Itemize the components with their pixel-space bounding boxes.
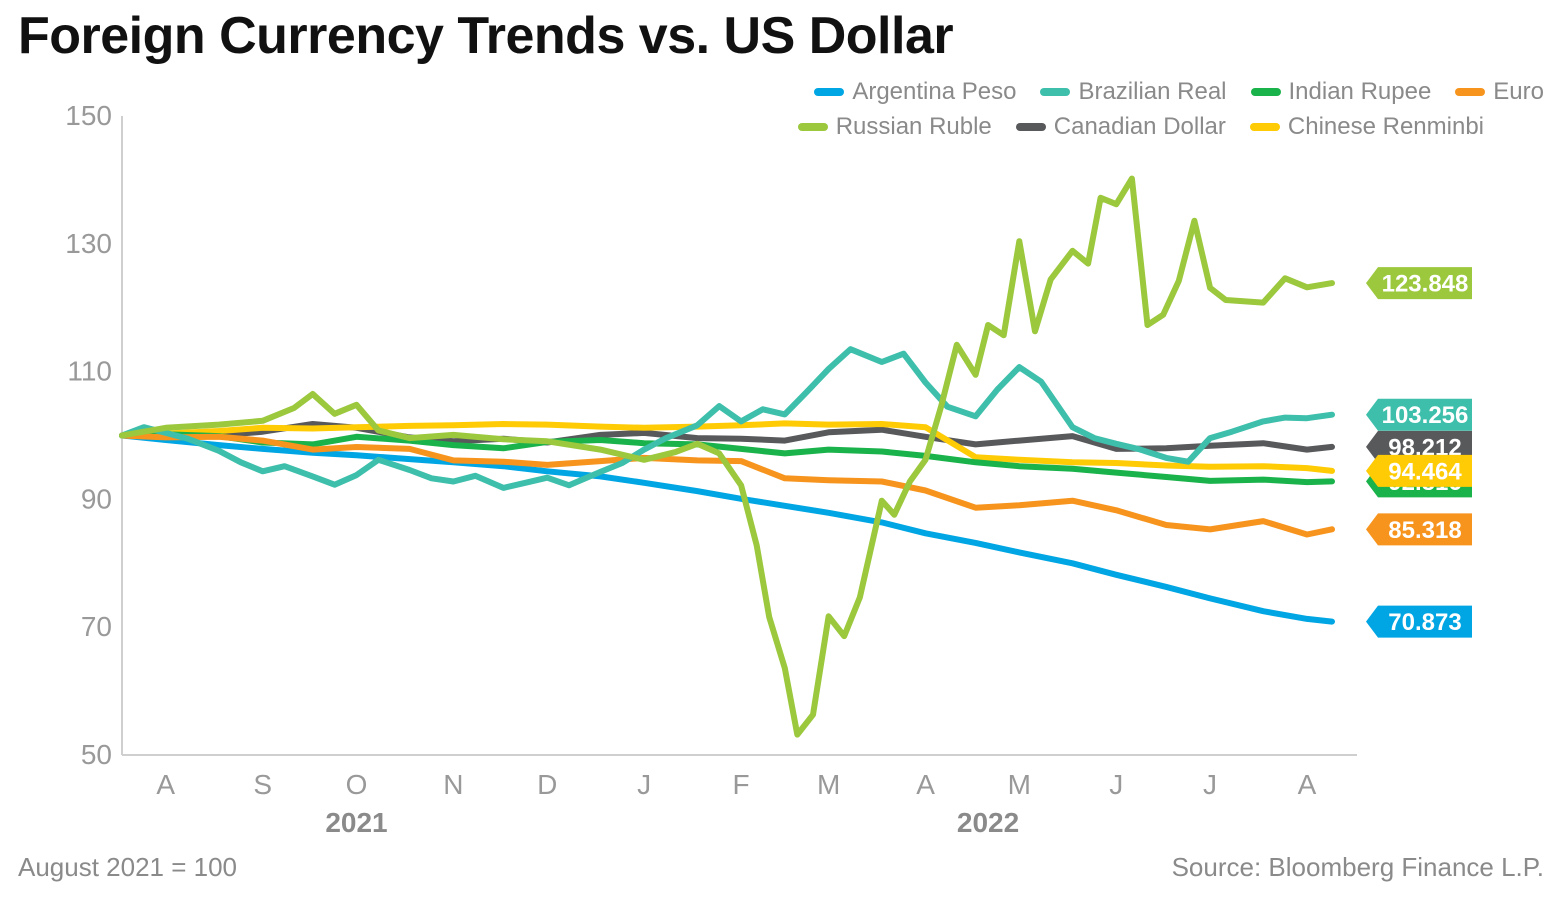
end-value-tag: 123.848 (1366, 267, 1472, 300)
series-line-chinese-renminbi (119, 420, 1335, 474)
source-note: Source: Bloomberg Finance L.P. (1171, 852, 1544, 882)
end-value-label: 85.318 (1388, 517, 1461, 544)
x-tick-label: J (637, 769, 651, 800)
x-tick-label: J (1109, 769, 1123, 800)
y-tick-label: 90 (81, 483, 112, 514)
end-value-tag-bg (1366, 513, 1472, 546)
y-tick-label: 150 (65, 100, 112, 131)
x-tick-label: A (1298, 769, 1317, 800)
x-tick-label: N (443, 769, 463, 800)
footnote-baseline: August 2021 = 100 (18, 852, 238, 882)
x-tick-label: J (1203, 769, 1217, 800)
series-line-indian-rupee (119, 431, 1335, 486)
y-tick-label: 70 (81, 611, 112, 642)
y-tick-label: 130 (65, 228, 112, 259)
end-value-label: 94.464 (1388, 458, 1462, 485)
x-tick-label: A (156, 769, 175, 800)
x-tick-label: D (537, 769, 557, 800)
end-value-label: 70.873 (1388, 609, 1461, 636)
x-tick-label: A (916, 769, 935, 800)
end-value-label: 103.256 (1382, 402, 1469, 429)
series-line-argentina-peso (119, 432, 1335, 625)
series-line-brazilian-real (119, 346, 1335, 491)
x-tick-label: F (733, 769, 750, 800)
x-tick-label: M (1008, 769, 1031, 800)
end-value-tag-bg (1366, 267, 1472, 300)
x-tick-label: O (346, 769, 368, 800)
series-line-euro (119, 432, 1335, 538)
year-label: 2021 (325, 807, 387, 838)
end-value-label: 123.848 (1382, 271, 1469, 298)
chart-title: Foreign Currency Trends vs. US Dollar (18, 7, 954, 65)
x-tick-label: S (253, 769, 272, 800)
end-value-tag: 85.318 (1366, 513, 1472, 546)
end-value-tag: 103.256 (1366, 398, 1472, 431)
end-value-tag: 94.464 (1366, 454, 1472, 487)
end-value-tag-bg (1366, 605, 1472, 638)
series-line-russian-ruble (119, 175, 1335, 738)
y-tick-label: 50 (81, 739, 112, 770)
x-tick-label: M (817, 769, 840, 800)
y-tick-label: 110 (67, 356, 112, 387)
end-value-tag: 70.873 (1366, 605, 1472, 638)
year-label: 2022 (957, 807, 1019, 838)
end-value-tag-bg (1366, 398, 1472, 431)
end-value-tag-bg (1366, 454, 1472, 487)
